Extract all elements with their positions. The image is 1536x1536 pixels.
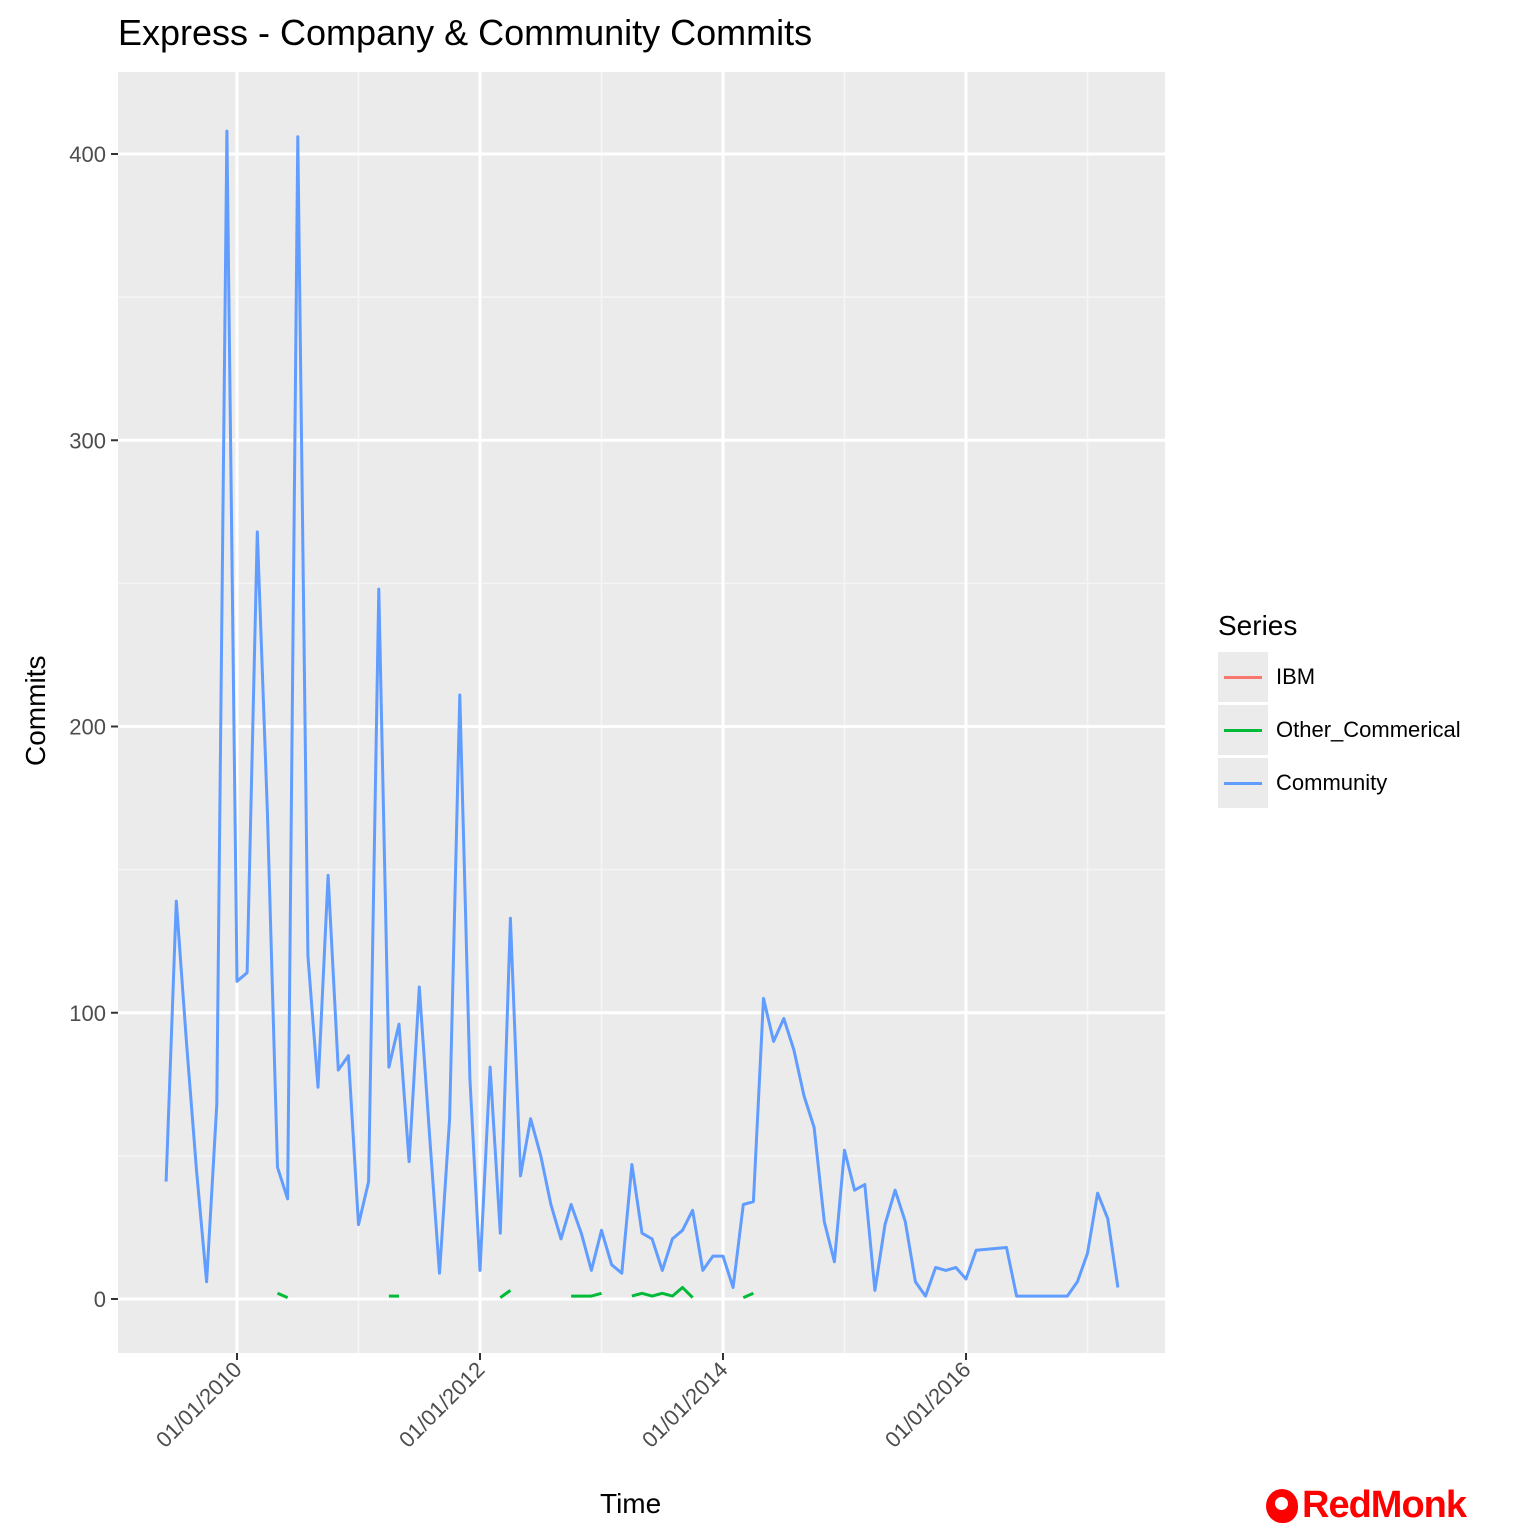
legend-title: Series [1218, 610, 1298, 641]
svg-text:100: 100 [69, 1001, 106, 1026]
legend: Series IBM Other_Commerical Community [1218, 610, 1461, 809]
legend-item-community: Community [1218, 756, 1461, 809]
data-lines [164, 129, 1120, 1299]
svg-text:200: 200 [69, 715, 106, 740]
redmonk-logo-icon [1266, 1488, 1298, 1523]
legend-label: Community [1276, 769, 1388, 795]
gridlines [118, 72, 1165, 1353]
redmonk-logo: RedMonk [1266, 1484, 1467, 1527]
svg-text:01/01/2010: 01/01/2010 [151, 1357, 247, 1453]
svg-text:01/01/2016: 01/01/2016 [880, 1357, 976, 1453]
y-axis-label: Commits [20, 655, 51, 766]
svg-text:0: 0 [94, 1287, 106, 1312]
svg-text:400: 400 [69, 142, 106, 167]
legend-swatch-community [1218, 757, 1268, 808]
logo-text: RedMonk [1302, 1484, 1467, 1526]
svg-text:300: 300 [69, 428, 106, 453]
legend-item-ibm: IBM [1218, 650, 1461, 703]
legend-label: Other_Commerical [1276, 716, 1461, 742]
legend-item-other-commerical: Other_Commerical [1218, 703, 1461, 756]
legend-swatch-ibm [1218, 651, 1268, 702]
svg-text:01/01/2014: 01/01/2014 [637, 1357, 733, 1453]
legend-swatch-other-commerical [1218, 704, 1268, 755]
x-axis-label: Time [600, 1488, 662, 1519]
chart-title: Express - Company & Community Commits [118, 12, 813, 53]
plot-panel [118, 72, 1165, 1353]
svg-text:01/01/2012: 01/01/2012 [394, 1357, 490, 1453]
legend-label: IBM [1276, 663, 1316, 689]
